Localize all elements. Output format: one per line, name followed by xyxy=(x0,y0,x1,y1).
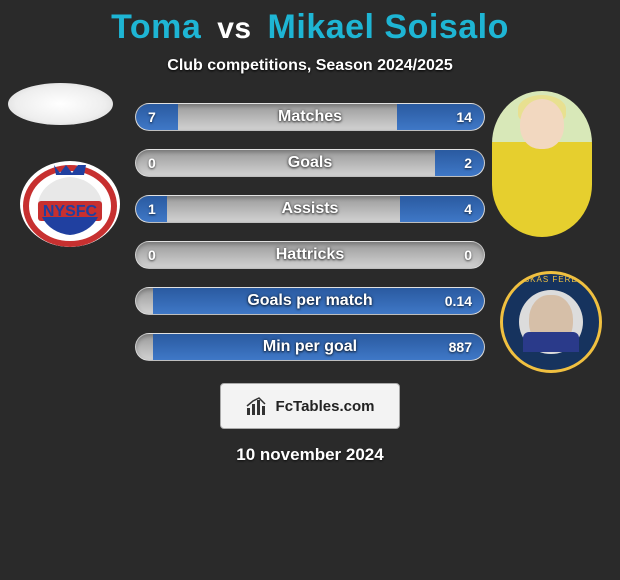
stat-bar: 714Matches xyxy=(135,103,485,131)
comparison-content: NYSFC PUSKÁS FERENC 714Matches 02Goals 14A… xyxy=(0,103,620,465)
player2-name: Mikael Soisalo xyxy=(268,8,509,46)
stat-label: Assists xyxy=(136,196,484,222)
stat-bar: 0.14Goals per match xyxy=(135,287,485,315)
stat-label: Matches xyxy=(136,104,484,130)
date: 10 november 2024 xyxy=(0,445,620,465)
stat-label: Hattricks xyxy=(136,242,484,268)
vs-text: vs xyxy=(217,12,251,45)
watermark-text: FcTables.com xyxy=(276,398,375,415)
player1-club-badge: NYSFC xyxy=(20,161,120,247)
subtitle: Club competitions, Season 2024/2025 xyxy=(0,57,620,75)
comparison-title: Toma vs Mikael Soisalo xyxy=(0,8,620,47)
stat-bars: 714Matches 02Goals 14Assists 00Hattricks 0.1… xyxy=(135,103,485,361)
stat-bar: 00Hattricks xyxy=(135,241,485,269)
stat-label: Min per goal xyxy=(136,334,484,360)
watermark: FcTables.com xyxy=(220,383,400,429)
player2-avatar xyxy=(492,91,592,237)
chart-icon xyxy=(246,396,270,416)
stat-bar: 14Assists xyxy=(135,195,485,223)
stat-label: Goals xyxy=(136,150,484,176)
player2-club-badge: PUSKÁS FERENC xyxy=(500,271,602,373)
stat-bar: 887Min per goal xyxy=(135,333,485,361)
stat-label: Goals per match xyxy=(136,288,484,314)
player1-name: Toma xyxy=(111,8,201,46)
stat-bar: 02Goals xyxy=(135,149,485,177)
player1-avatar xyxy=(8,83,113,125)
